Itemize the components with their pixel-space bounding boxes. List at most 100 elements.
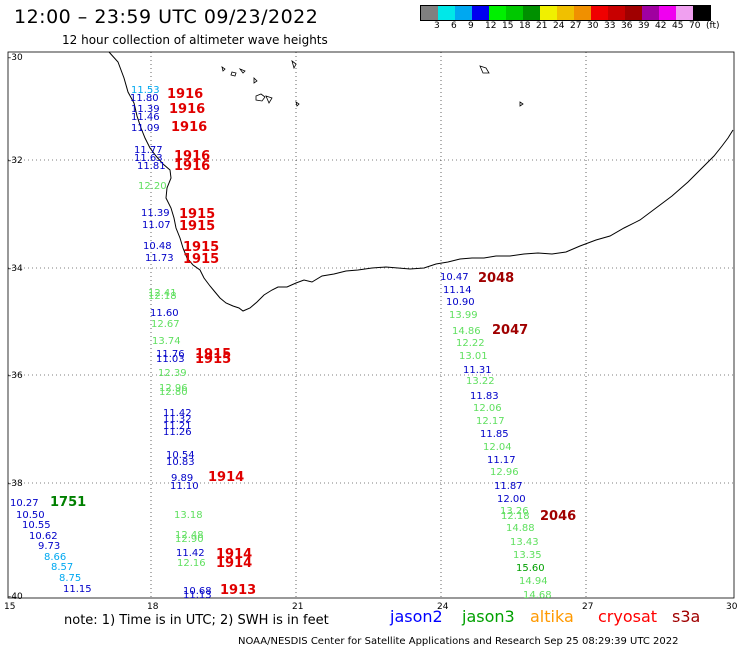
wave-height-value: 13.01 (459, 351, 488, 362)
wave-height-value: 11.39 (141, 208, 170, 219)
satellite-jason2: jason2 (390, 607, 443, 626)
wave-height-value: 12.22 (456, 338, 485, 349)
wave-height-value: 9.73 (38, 541, 60, 552)
inland-features (221, 59, 524, 107)
wave-height-value: 10.48 (143, 241, 172, 252)
wave-height-value: 14.68 (523, 590, 552, 601)
wave-height-value: 11.21 (163, 421, 192, 432)
pass-time-label: 1915 (195, 352, 231, 367)
legend-label: 45 (672, 21, 684, 31)
map-title: 12:00 – 23:59 UTC 09/23/2022 (14, 6, 319, 28)
wave-height-value: 10.62 (29, 531, 58, 542)
pass-time-label: 1916 (171, 120, 207, 135)
lat-label: -38 (8, 479, 23, 489)
wave-height-value: 11.10 (170, 481, 199, 492)
wave-height-value: 11.14 (443, 285, 472, 296)
wave-height-value: 11.26 (163, 427, 192, 438)
legend-swatch (438, 6, 455, 20)
legend-swatch (591, 6, 608, 20)
satellite-altika: altika (530, 607, 574, 626)
legend-swatch (523, 6, 540, 20)
wave-height-value: 13.35 (513, 550, 542, 561)
legend-label: 6 (451, 21, 457, 31)
wave-height-value: 12.04 (483, 442, 512, 453)
legend-label: 24 (553, 21, 565, 31)
wave-height-value: 12.17 (476, 416, 505, 427)
wave-height-value: 12.06 (473, 403, 502, 414)
wave-height-value: 11.60 (150, 308, 179, 319)
legend-swatch (642, 6, 659, 20)
wave-height-value: 12.16 (177, 558, 206, 569)
legend-swatch (608, 6, 625, 20)
wave-height-value: 11.07 (142, 220, 171, 231)
wave-height-value: 15.60 (516, 563, 545, 574)
legend-swatch (676, 6, 693, 20)
legend-label: 42 (655, 21, 667, 31)
pass-time-label: 1914 (216, 556, 252, 571)
legend-swatch (472, 6, 489, 20)
legend-label: (ft) (706, 21, 720, 31)
wave-height-value: 12.39 (158, 368, 187, 379)
pass-time-label: 1914 (208, 470, 244, 485)
satellite-cryosat: cryosat (598, 607, 658, 626)
lat-label: -36 (8, 371, 23, 381)
wave-height-value: 13.22 (466, 376, 495, 387)
wave-height-value: 12.18 (501, 511, 530, 522)
legend-swatch (625, 6, 642, 20)
legend-label: 21 (536, 21, 548, 31)
pass-time-label: 1916 (174, 149, 210, 164)
pass-time-label: 1916 (169, 102, 205, 117)
wave-height-value: 11.63 (134, 153, 163, 164)
legend-label: 18 (519, 21, 531, 31)
pass-time-label: 1916 (167, 87, 203, 102)
wave-height-value: 11.39 (131, 104, 160, 115)
wave-height-value: 11.09 (131, 123, 160, 134)
wave-height-value: 11.15 (63, 584, 92, 595)
legend-label: 30 (587, 21, 599, 31)
legend-swatch (455, 6, 472, 20)
wave-height-value: 13.99 (449, 310, 478, 321)
pass-time-label: 1915 (195, 347, 231, 362)
wave-height-value: 14.88 (506, 523, 535, 534)
legend-swatch (540, 6, 557, 20)
wave-height-value: 13.26 (500, 506, 529, 517)
wave-height-value: 11.42 (163, 408, 192, 419)
wave-height-value: 11.83 (470, 391, 499, 402)
wave-height-value: 8.75 (59, 573, 81, 584)
wave-height-value: 13.18 (174, 510, 203, 521)
wave-height-value: 10.90 (446, 297, 475, 308)
map-frame (7, 51, 735, 599)
wave-height-value: 10.47 (440, 272, 469, 283)
legend-swatch (574, 6, 591, 20)
lon-label: 21 (292, 602, 304, 612)
lat-label: -30 (8, 53, 23, 63)
satellite-s3a: s3a (672, 607, 701, 626)
lon-label: 18 (147, 602, 159, 612)
pass-time-label: 1915 (179, 219, 215, 234)
wave-height-value: 11.80 (130, 93, 159, 104)
wave-height-value: 10.55 (22, 520, 51, 531)
wave-height-value: 10.83 (166, 457, 195, 468)
wave-height-value: 11.03 (156, 354, 185, 365)
wave-height-value: 9.89 (171, 473, 193, 484)
wave-height-value: 14.86 (452, 326, 481, 337)
wave-height-value: 10.50 (16, 510, 45, 521)
wave-height-value: 11.13 (183, 590, 212, 601)
pass-time-label: 1751 (50, 495, 86, 510)
wave-height-value: 12.80 (159, 387, 188, 398)
legend-swatch (506, 6, 523, 20)
lon-label: 27 (582, 602, 594, 612)
pass-time-label: 1914 (216, 547, 252, 562)
legend-label: 9 (468, 21, 474, 31)
lon-label: 15 (4, 602, 16, 612)
wave-height-value: 10.54 (166, 450, 195, 461)
wave-height-value: 11.76 (156, 349, 185, 360)
wave-height-value: 11.42 (176, 548, 205, 559)
legend-label: 39 (638, 21, 650, 31)
pass-time-label: 2048 (478, 271, 514, 286)
wave-height-value: 12.00 (497, 494, 526, 505)
wave-height-value: 11.31 (463, 365, 492, 376)
legend-label: 36 (621, 21, 633, 31)
